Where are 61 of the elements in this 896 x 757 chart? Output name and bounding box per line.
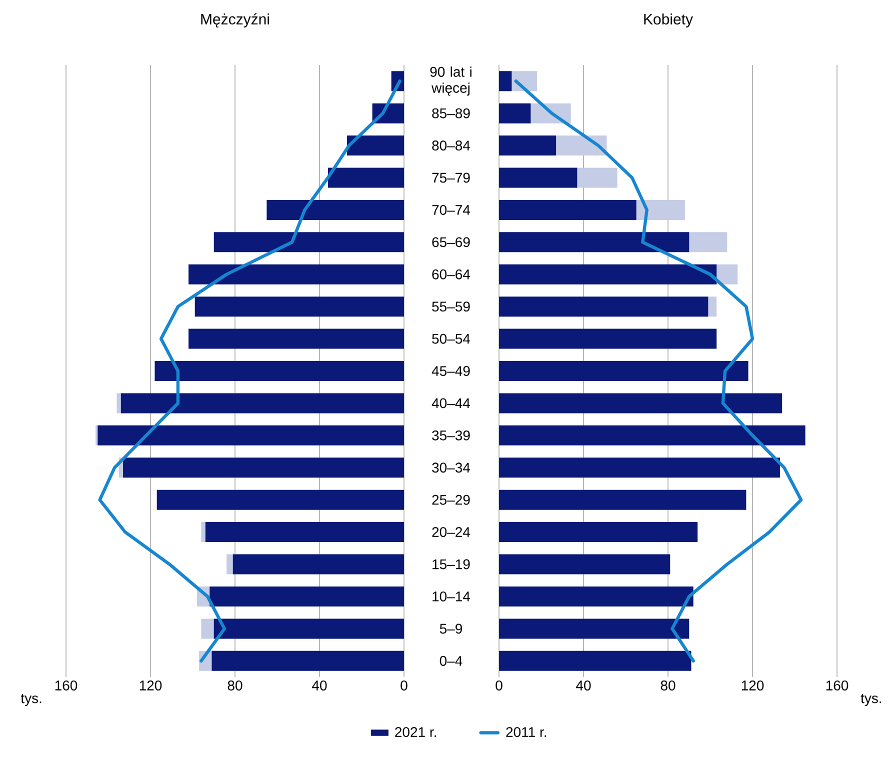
bar <box>499 200 636 220</box>
chart-title: Kobiety <box>644 13 693 28</box>
y-tick-label: 5–9 <box>440 624 462 634</box>
bar <box>188 328 404 349</box>
y-tick-label: 10–14 <box>432 592 470 602</box>
bar <box>499 522 698 542</box>
bar <box>499 586 694 606</box>
y-tick-label: 45–49 <box>432 366 470 376</box>
y-tick-label: 90 lat i więcej <box>430 66 472 96</box>
y-tick-label: 15–19 <box>432 559 470 570</box>
bar <box>499 232 690 252</box>
y-tick-label: 65–69 <box>432 237 470 248</box>
x-axis-title: tys. <box>860 694 882 706</box>
x-tick-label: 40 <box>576 680 591 690</box>
bar <box>154 361 404 382</box>
x-tick-label: 80 <box>228 680 242 690</box>
x-tick-label: 40 <box>312 680 327 690</box>
bar <box>499 458 780 478</box>
bar <box>499 103 531 124</box>
bar <box>499 71 512 92</box>
bar <box>499 136 556 156</box>
bar <box>499 554 670 574</box>
bar <box>499 425 806 446</box>
y-tick-label: 75–79 <box>432 172 470 183</box>
y-tick-label: 25–29 <box>432 494 470 505</box>
y-tick-label: 40–44 <box>432 398 470 408</box>
x-tick-label: 80 <box>660 680 676 690</box>
bar <box>499 361 748 382</box>
x-tick-label: 120 <box>742 680 764 690</box>
bar <box>499 650 692 671</box>
y-tick-label: 80–84 <box>432 140 470 150</box>
legend-label: 2021 r. <box>395 727 436 738</box>
y-tick-label: 20–24 <box>432 527 470 538</box>
bar <box>499 168 578 188</box>
x-tick-label: 160 <box>55 680 78 690</box>
bar <box>499 393 782 414</box>
bar <box>499 328 717 349</box>
bar <box>499 618 690 639</box>
bar <box>214 232 404 252</box>
bar <box>194 296 404 317</box>
bar <box>188 264 404 284</box>
y-tick-label: 85–89 <box>432 108 470 118</box>
chart-title: Mężczyźni <box>201 13 269 28</box>
y-tick-label: 55–59 <box>432 302 470 312</box>
y-tick-label: 60–64 <box>432 269 470 280</box>
x-tick-label: 160 <box>826 680 848 690</box>
y-tick-label: 30–34 <box>432 462 470 473</box>
bar <box>499 490 746 510</box>
y-tick-label: 0–4 <box>440 656 462 666</box>
y-tick-label: 35–39 <box>432 430 470 440</box>
x-axis-title: tys. <box>20 694 42 706</box>
legend-label: 2011 r. <box>506 727 546 738</box>
bar <box>156 490 404 510</box>
bar <box>346 136 404 156</box>
y-tick-label: 50–54 <box>432 334 470 344</box>
bar <box>328 168 404 188</box>
bar <box>266 200 404 220</box>
x-tick-label: 0 <box>496 680 502 690</box>
y-tick-label: 70–74 <box>432 204 470 215</box>
x-tick-label: 0 <box>400 680 408 690</box>
x-tick-label: 120 <box>140 680 162 690</box>
